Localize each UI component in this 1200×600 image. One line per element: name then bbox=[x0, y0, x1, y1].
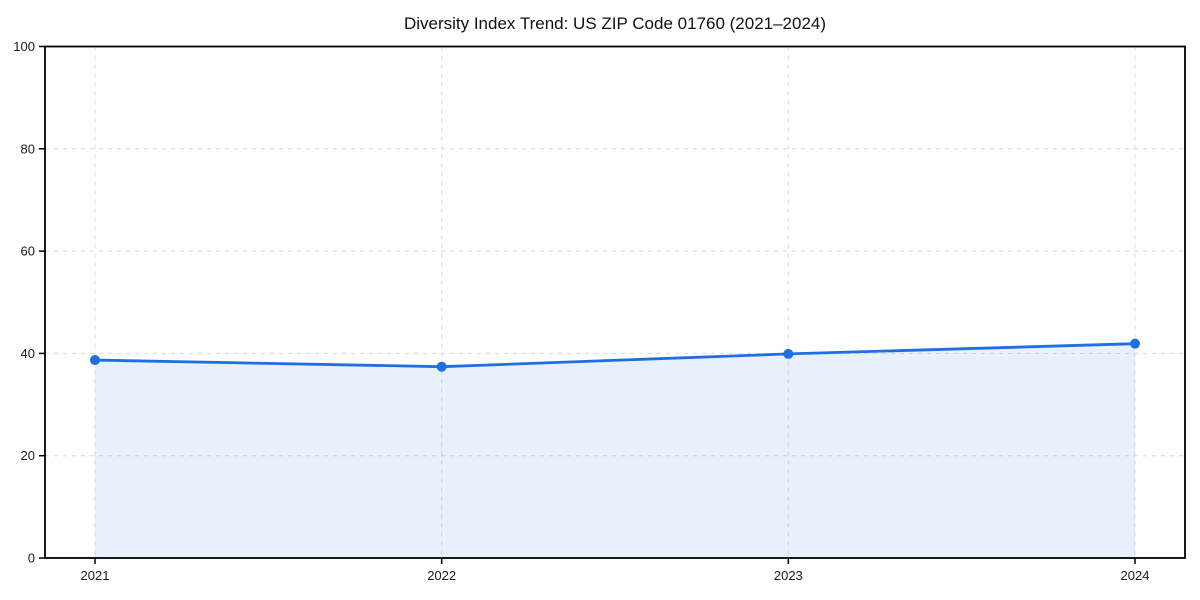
trend-line bbox=[93, 342, 1137, 369]
y-tick-label: 80 bbox=[21, 141, 35, 156]
x-tick-label: 2024 bbox=[1121, 568, 1150, 583]
axes-layer: 0 20 40 60 80 100 2021 2022 2023 2024 bbox=[13, 39, 1186, 583]
y-tick-label: 40 bbox=[21, 346, 35, 361]
x-tick-label: 2023 bbox=[774, 568, 803, 583]
y-tick-label: 60 bbox=[21, 244, 35, 259]
gridlines-layer bbox=[45, 46, 1185, 559]
x-tick-label: 2022 bbox=[427, 568, 456, 583]
data-series-layer bbox=[90, 338, 1140, 558]
area-fill bbox=[95, 343, 1135, 558]
x-tick-label: 2021 bbox=[81, 568, 110, 583]
chart-title: Diversity Index Trend: US ZIP Code 01760… bbox=[404, 14, 826, 33]
y-tick-label: 100 bbox=[13, 39, 35, 54]
y-tick-label: 0 bbox=[28, 551, 35, 566]
data-point-marker bbox=[1130, 338, 1140, 349]
data-point-marker bbox=[90, 355, 100, 366]
plot-border bbox=[44, 45, 1186, 559]
data-point-marker bbox=[783, 348, 794, 359]
y-tick-label: 20 bbox=[21, 448, 35, 463]
data-point-marker bbox=[436, 361, 447, 372]
